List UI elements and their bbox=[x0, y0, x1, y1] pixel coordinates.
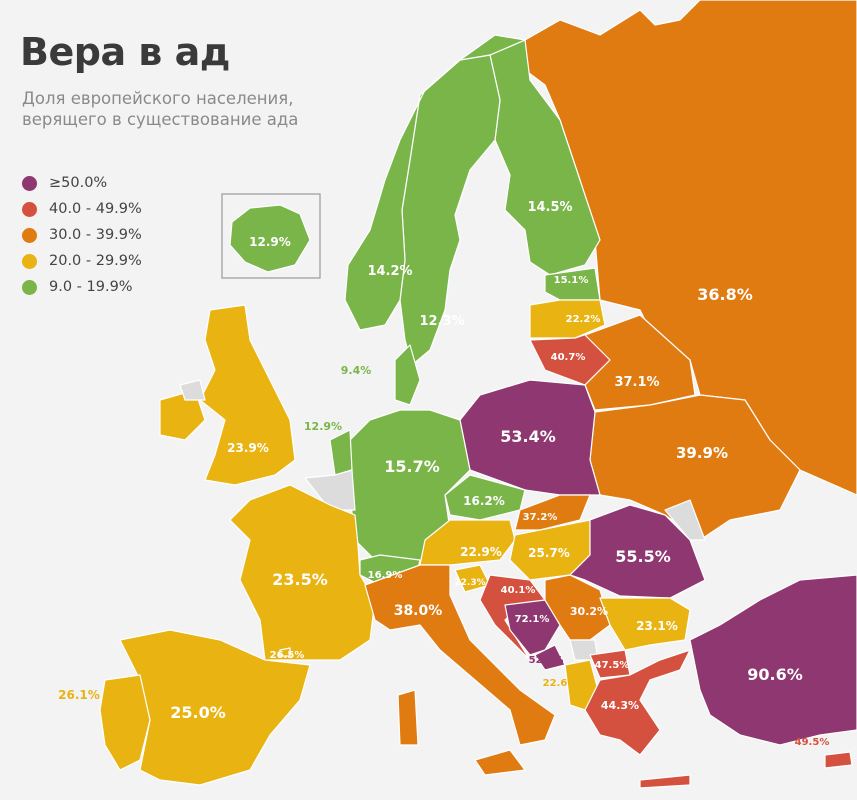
region-northern-ireland bbox=[179, 379, 206, 401]
legend: ≥50.0% 40.0 - 49.9% 30.0 - 39.9% 20.0 - … bbox=[22, 170, 142, 300]
region-latvia bbox=[529, 299, 606, 339]
region-italy bbox=[364, 564, 556, 746]
label-turkey: 90.6% bbox=[747, 665, 803, 684]
region-uk bbox=[199, 304, 296, 486]
legend-item: 30.0 - 39.9% bbox=[22, 222, 142, 248]
region-bulgaria bbox=[599, 597, 691, 651]
legend-swatch bbox=[22, 227, 37, 243]
label-slovakia: 37.2% bbox=[523, 512, 558, 523]
region-norway bbox=[344, 34, 526, 331]
region-iceland bbox=[229, 204, 311, 273]
legend-item: 9.0 - 19.9% bbox=[22, 274, 142, 300]
label-bulgaria: 23.1% bbox=[636, 619, 678, 633]
legend-swatch bbox=[22, 201, 37, 217]
legend-swatch bbox=[22, 175, 37, 191]
label-poland: 53.4% bbox=[500, 427, 556, 446]
region-france bbox=[229, 484, 376, 661]
label-switzerland: 16.9% bbox=[368, 570, 403, 581]
region-ukraine bbox=[589, 394, 801, 541]
label-russia: 36.8% bbox=[697, 285, 753, 304]
label-north-macedonia: 47.5% bbox=[595, 660, 630, 671]
label-spain: 25.0% bbox=[170, 703, 226, 722]
region-poland bbox=[459, 379, 601, 496]
label-hungary: 25.7% bbox=[528, 546, 570, 560]
page-title: Вера в ад bbox=[20, 30, 230, 74]
label-montenegro: 52.0% bbox=[529, 655, 564, 666]
label-uk: 23.9% bbox=[227, 441, 269, 455]
label-sweden: 12.3% bbox=[419, 314, 464, 329]
label-czechia: 16.2% bbox=[463, 494, 505, 508]
region-cyprus bbox=[824, 751, 853, 769]
label-estonia: 15.1% bbox=[554, 275, 589, 286]
label-greece: 44.3% bbox=[601, 699, 639, 712]
label-lithuania: 40.7% bbox=[551, 352, 586, 363]
legend-label: 20.0 - 29.9% bbox=[49, 253, 142, 269]
legend-label: 40.0 - 49.9% bbox=[49, 201, 142, 217]
iceland-inset-frame bbox=[221, 193, 321, 279]
region-sardinia bbox=[397, 689, 419, 746]
label-serbia: 30.2% bbox=[570, 605, 608, 618]
region-sicily bbox=[474, 749, 526, 776]
region-denmark bbox=[394, 344, 421, 406]
legend-swatch bbox=[22, 279, 37, 295]
label-bosnia: 72.1% bbox=[515, 614, 550, 625]
legend-item: 20.0 - 29.9% bbox=[22, 248, 142, 274]
region-moldova bbox=[664, 499, 706, 541]
region-slovakia bbox=[514, 494, 591, 531]
label-croatia: 40.1% bbox=[501, 585, 536, 596]
label-iceland: 12.9% bbox=[249, 235, 291, 249]
label-austria: 22.9% bbox=[460, 545, 502, 559]
region-portugal bbox=[99, 674, 151, 771]
region-greece bbox=[584, 649, 691, 756]
legend-item: 40.0 - 49.9% bbox=[22, 196, 142, 222]
legend-label: ≥50.0% bbox=[49, 175, 108, 191]
legend-item: ≥50.0% bbox=[22, 170, 142, 196]
legend-swatch bbox=[22, 253, 37, 269]
region-turkey bbox=[689, 574, 857, 746]
page-subtitle: Доля европейского населения, верящего в … bbox=[22, 89, 299, 129]
region-croatia bbox=[479, 574, 546, 661]
label-denmark: 9.4% bbox=[341, 364, 372, 377]
label-netherlands: 12.9% bbox=[304, 420, 342, 433]
label-germany: 15.7% bbox=[384, 457, 440, 476]
label-ukraine: 39.9% bbox=[676, 444, 728, 462]
label-finland: 14.5% bbox=[527, 200, 572, 215]
label-italy: 38.0% bbox=[394, 603, 443, 619]
label-andorra: 26.5% bbox=[270, 650, 305, 661]
label-france: 23.5% bbox=[272, 570, 328, 589]
label-cyprus: 49.5% bbox=[795, 737, 830, 748]
region-netherlands bbox=[329, 429, 353, 476]
legend-label: 9.0 - 19.9% bbox=[49, 279, 133, 295]
legend-label: 30.0 - 39.9% bbox=[49, 227, 142, 243]
region-andorra bbox=[279, 647, 291, 657]
label-albania: 22.6% bbox=[543, 678, 578, 689]
region-crete bbox=[639, 774, 691, 789]
label-slovenia: 22.3% bbox=[454, 578, 485, 588]
label-norway: 14.2% bbox=[367, 264, 412, 279]
label-portugal: 26.1% bbox=[58, 688, 100, 702]
label-latvia: 22.2% bbox=[566, 314, 601, 325]
label-belarus: 37.1% bbox=[614, 375, 659, 390]
label-romania: 55.5% bbox=[615, 547, 671, 566]
